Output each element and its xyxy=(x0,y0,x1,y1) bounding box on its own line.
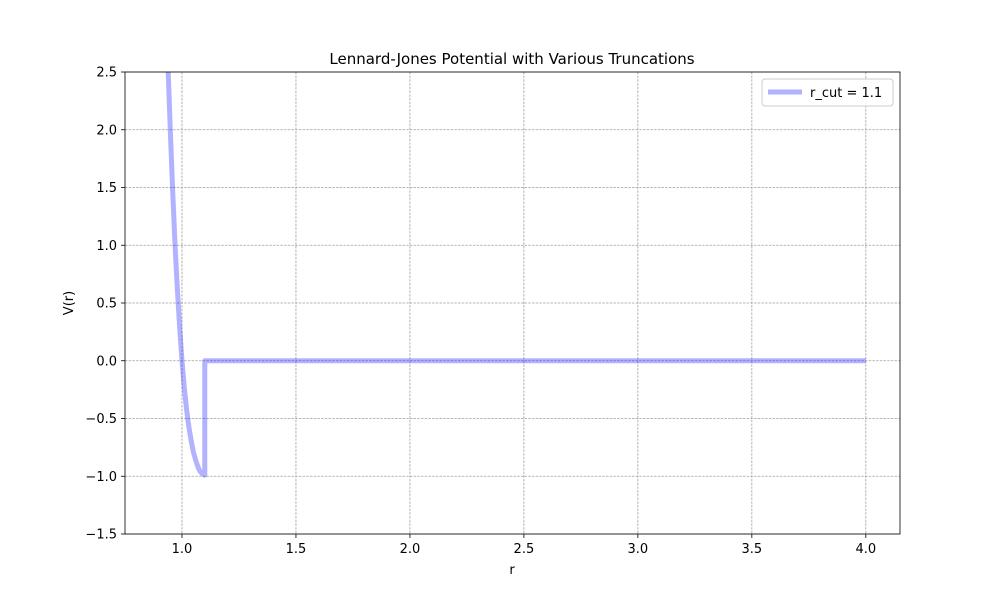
legend: r_cut = 1.1 xyxy=(761,78,894,107)
legend-label: r_cut = 1.1 xyxy=(810,86,882,101)
x-tick-label: 3.5 xyxy=(741,542,762,557)
x-tick-label: 4.0 xyxy=(855,542,876,557)
y-axis-ticks: −1.5 −1.0 −0.5 0.0 0.5 1.0 1.5 2.0 2.5 xyxy=(85,66,125,543)
x-axis-label: r xyxy=(509,563,515,578)
x-axis-ticks: 1.0 1.5 2.0 2.5 3.0 3.5 4.0 xyxy=(172,534,876,557)
y-tick-label: 2.0 xyxy=(96,123,117,138)
y-axis-label: V(r) xyxy=(62,291,77,315)
y-tick-label: 0.5 xyxy=(96,297,117,312)
y-tick-label: −0.5 xyxy=(85,412,117,427)
y-tick-label: −1.0 xyxy=(85,470,117,485)
y-tick-label: 1.0 xyxy=(96,239,117,254)
x-tick-label: 1.0 xyxy=(172,542,193,557)
y-tick-label: 0.0 xyxy=(96,354,117,369)
series-line xyxy=(165,71,866,478)
x-tick-label: 3.0 xyxy=(628,542,649,557)
y-tick-label: −1.5 xyxy=(85,528,117,543)
y-tick-label: 2.5 xyxy=(96,66,117,81)
y-tick-label: 1.5 xyxy=(96,181,117,196)
plot-series xyxy=(165,71,866,478)
legend-box xyxy=(761,78,894,107)
x-tick-label: 1.5 xyxy=(286,542,307,557)
x-tick-label: 2.5 xyxy=(514,542,535,557)
chart-title: Lennard-Jones Potential with Various Tru… xyxy=(329,50,694,68)
x-tick-label: 2.0 xyxy=(400,542,421,557)
